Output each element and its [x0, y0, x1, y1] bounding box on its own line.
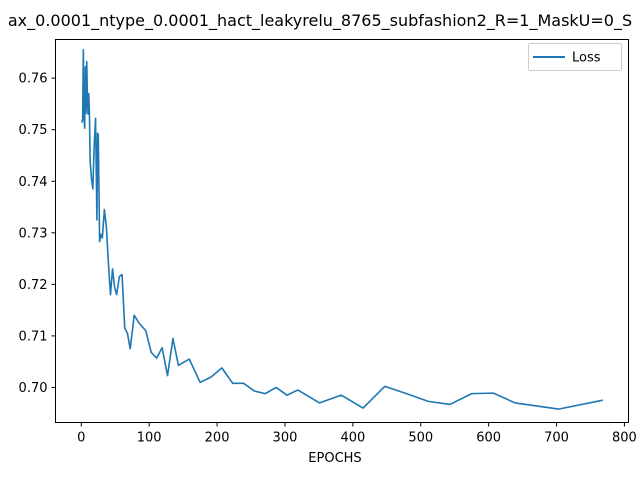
legend-box: [528, 43, 622, 71]
x-tick-label: 700: [544, 431, 569, 446]
x-tick-label: 500: [408, 431, 433, 446]
x-axis: 0 100 200 300 400 500 600 700 800: [77, 422, 637, 446]
y-tick-label: 0.76: [19, 72, 48, 87]
x-tick-label: 200: [205, 431, 230, 446]
series-line-loss: [81, 49, 603, 410]
legend-label: Loss: [572, 51, 601, 66]
y-tick-label: 0.71: [19, 329, 48, 344]
y-tick-label: 0.72: [19, 278, 48, 293]
y-tick-label: 0.70: [19, 381, 48, 396]
chart-title: ax_0.0001_ntype_0.0001_hact_leakyrelu_87…: [8, 11, 632, 31]
x-axis-label: EPOCHS: [308, 451, 361, 466]
x-tick-label: 600: [476, 431, 501, 446]
y-tick-label: 0.74: [19, 175, 48, 190]
legend: Loss: [528, 43, 622, 71]
y-tick-label: 0.75: [19, 123, 48, 138]
x-tick-label: 300: [273, 431, 298, 446]
plot-area: [81, 49, 603, 410]
x-tick-label: 0: [77, 431, 85, 446]
x-tick-label: 100: [137, 431, 162, 446]
axes-frame: [55, 39, 629, 423]
y-tick-label: 0.73: [19, 226, 48, 241]
x-tick-label: 400: [340, 431, 365, 446]
x-tick-label: 800: [612, 431, 637, 446]
y-axis: 0.70 0.71 0.72 0.73 0.74 0.75 0.76: [19, 72, 56, 396]
